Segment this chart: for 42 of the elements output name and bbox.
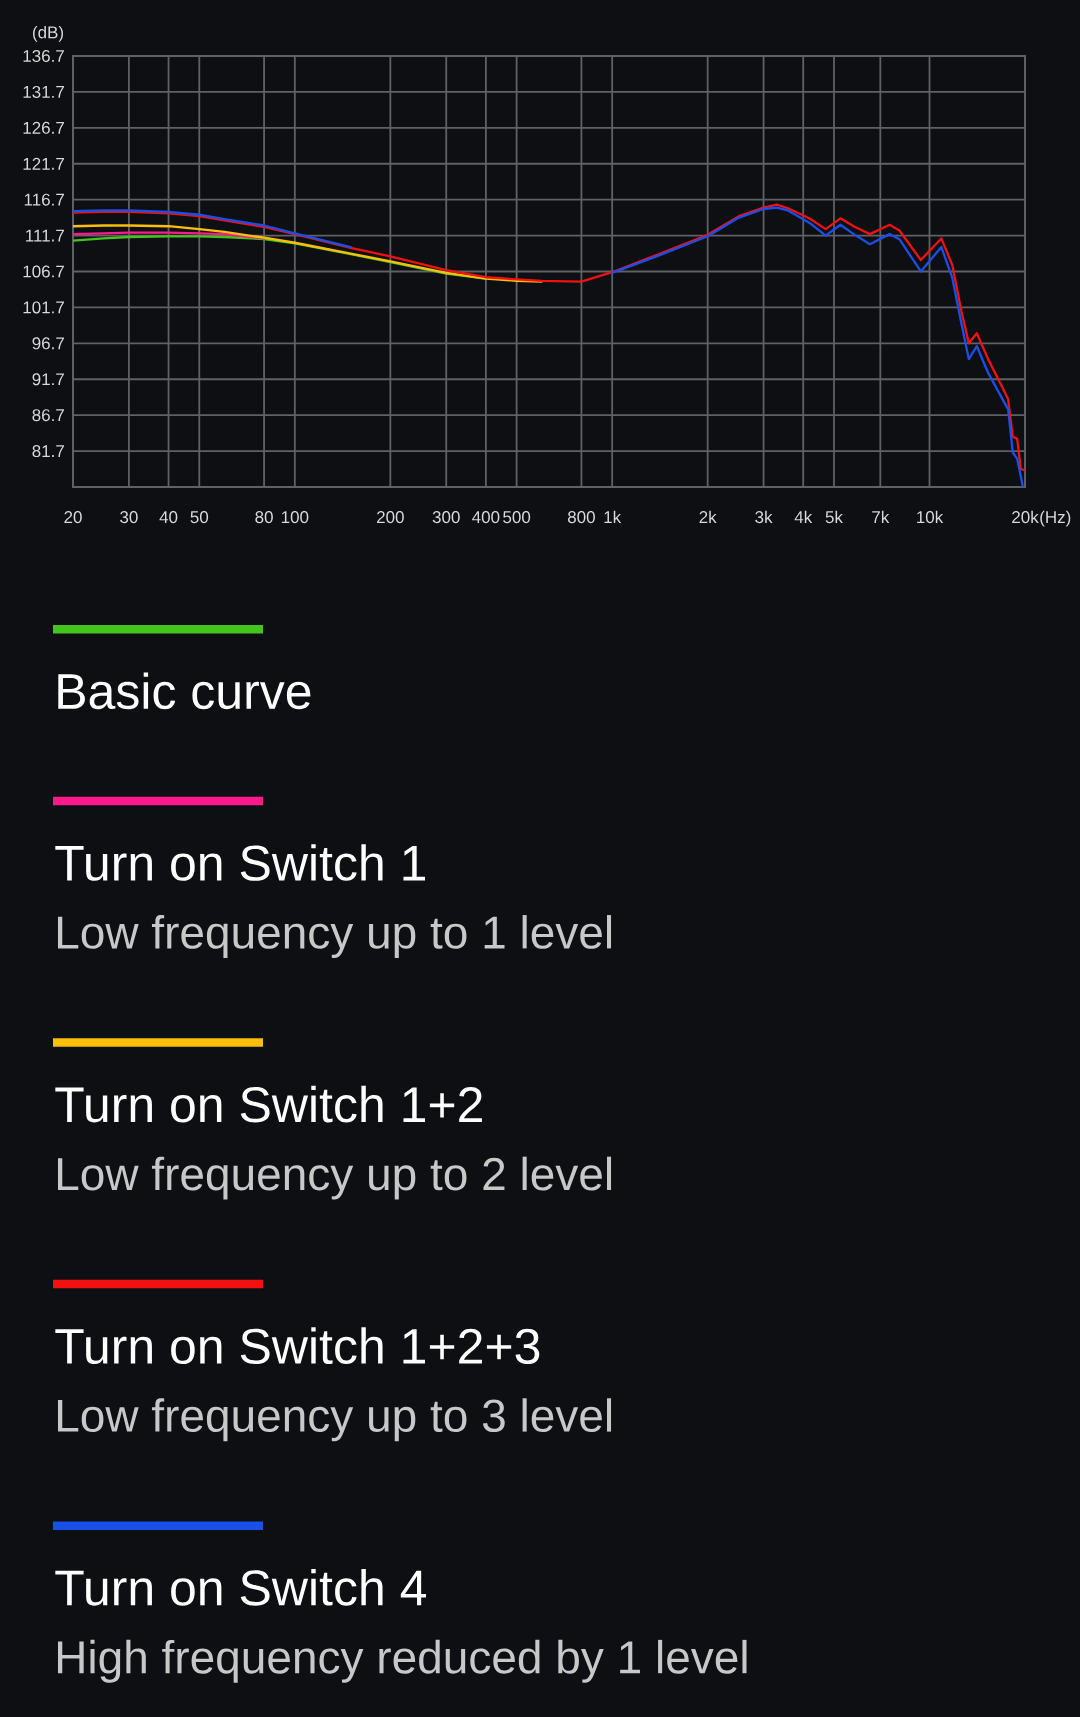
x-tick-label: 3k [755,510,773,524]
legend-label: Turn on Switch 1 [55,844,426,881]
x-tick-label: 4k [794,510,813,523]
y-tick-label: 116.7 [24,193,64,206]
x-tick-label: 10k [917,510,944,524]
y-tick-label: 111.7 [26,229,64,242]
text: Low frequency up to 3 level [57,1398,612,1442]
y-tick-label: 121.7 [23,157,64,170]
x-tick-label: 800 [567,511,595,524]
x-tick-label: 30 [120,511,138,524]
x-tick-label: 80 [255,511,273,524]
text: Low frequency up to 2 level [57,1156,612,1200]
x-tick-label: 2k [699,510,717,523]
x-tick-label: 300 [432,511,460,524]
legend-label: Basic curve [58,672,311,710]
x-tick-label: 100 [281,511,309,524]
y-tick-label: 136.7 [23,49,64,62]
legend-label: Turn on Switch 1+2+3 [55,1327,540,1365]
text: Low frequency up to 1 level [57,915,612,958]
y-tick-label: 101.7 [23,301,64,314]
x-tick-label: 20 [64,511,82,524]
x-tick-label: 20k [1012,510,1039,524]
y-tick-label: 96.7 [32,337,64,350]
y-tick-label: 126.7 [23,121,64,134]
x-tick-label: 5k [825,510,843,524]
x-tick-label: 7k [872,510,890,523]
y-axis-title: (dB) [32,25,64,42]
x-tick-label: 50 [190,511,209,524]
legend-label: Turn on Switch 4 [55,1568,426,1606]
legend-label: Turn on Switch 1+2 [55,1085,482,1123]
x-tick-label: 400 [472,511,500,524]
y-tick-label: 131.7 [23,85,64,98]
y-tick-label: 106.7 [23,265,64,278]
x-tick-label: 500 [503,511,531,524]
x-axis-title: (Hz) [1040,510,1071,527]
y-tick-label: 91.7 [32,373,64,386]
x-tick-label: 200 [377,511,404,524]
text: High frequency reduced by 1 level [57,1639,747,1683]
y-tick-label: 81.7 [32,445,64,458]
x-tick-label: 40 [159,511,178,524]
y-tick-label: 86.7 [32,409,64,422]
x-tick-label: 1k [604,510,622,523]
